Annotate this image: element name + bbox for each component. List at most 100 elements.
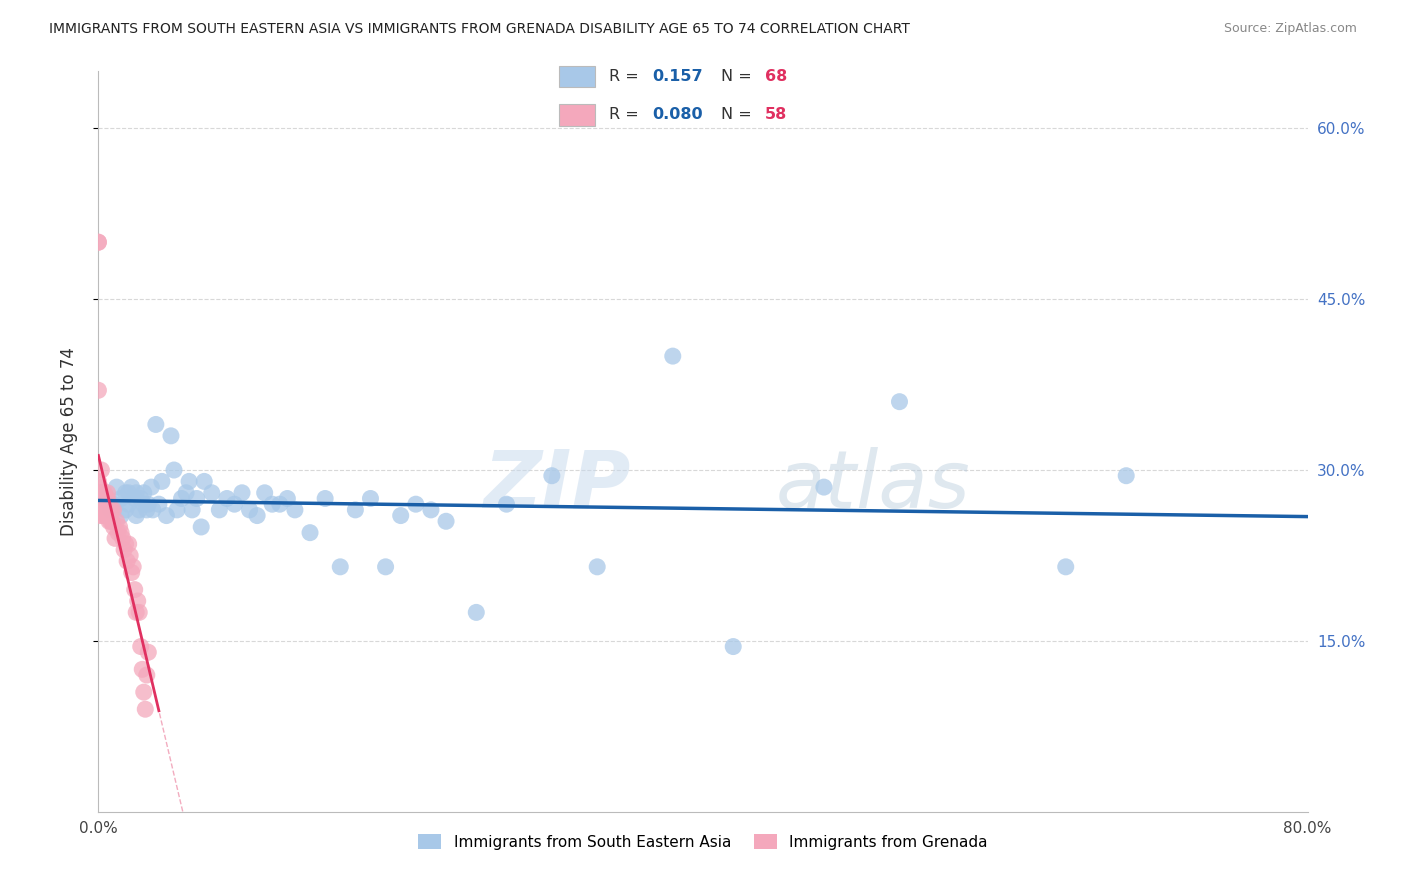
Point xyxy=(132,485,155,500)
Text: IMMIGRANTS FROM SOUTH EASTERN ASIA VS IMMIGRANTS FROM GRENADA DISABILITY AGE 65 : IMMIGRANTS FROM SOUTH EASTERN ASIA VS IM… xyxy=(49,22,910,37)
Legend: Immigrants from South Eastern Asia, Immigrants from Grenada: Immigrants from South Eastern Asia, Immi… xyxy=(412,828,994,856)
Point xyxy=(112,542,135,557)
FancyBboxPatch shape xyxy=(560,66,595,87)
Point xyxy=(118,485,141,500)
Point xyxy=(148,497,170,511)
Point xyxy=(90,503,112,517)
Point xyxy=(93,503,115,517)
Point xyxy=(465,606,488,620)
Point xyxy=(114,503,136,517)
Point xyxy=(100,503,122,517)
Point xyxy=(1115,468,1137,483)
Point xyxy=(136,497,159,511)
Point xyxy=(90,497,112,511)
Point xyxy=(136,645,159,659)
Point xyxy=(1054,559,1077,574)
Point xyxy=(91,485,114,500)
Point xyxy=(179,475,201,489)
Point xyxy=(314,491,336,506)
Point xyxy=(87,235,110,250)
Point xyxy=(129,491,152,506)
Y-axis label: Disability Age 65 to 74: Disability Age 65 to 74 xyxy=(59,347,77,536)
Point xyxy=(142,503,165,517)
Text: 58: 58 xyxy=(765,107,787,122)
Point xyxy=(91,508,114,523)
Text: R =: R = xyxy=(609,107,644,122)
Point xyxy=(160,429,183,443)
Point xyxy=(132,497,155,511)
Point xyxy=(208,503,231,517)
Text: N =: N = xyxy=(721,107,756,122)
Point xyxy=(94,491,117,506)
Point xyxy=(105,514,128,528)
Point xyxy=(253,485,276,500)
Point xyxy=(155,508,177,523)
Point xyxy=(87,475,110,489)
Point xyxy=(114,485,136,500)
Point xyxy=(124,582,146,597)
Point xyxy=(405,497,427,511)
Point xyxy=(93,497,115,511)
Text: 0.080: 0.080 xyxy=(652,107,703,122)
Point xyxy=(96,491,118,506)
Point xyxy=(101,503,124,517)
Point xyxy=(110,525,132,540)
Point xyxy=(103,520,125,534)
Point xyxy=(135,668,157,682)
Point xyxy=(135,503,157,517)
Point xyxy=(163,463,186,477)
Point xyxy=(103,503,125,517)
Text: N =: N = xyxy=(721,70,756,85)
Point xyxy=(128,606,150,620)
Point xyxy=(103,497,125,511)
Point xyxy=(89,480,111,494)
Point xyxy=(420,503,443,517)
Text: atlas: atlas xyxy=(776,447,970,525)
Point xyxy=(100,503,122,517)
Point xyxy=(284,503,307,517)
Point xyxy=(495,497,517,511)
Point xyxy=(90,485,112,500)
Point xyxy=(96,485,118,500)
Point xyxy=(329,559,352,574)
Point xyxy=(132,685,155,699)
Point xyxy=(299,525,322,540)
Point xyxy=(586,559,609,574)
Text: Source: ZipAtlas.com: Source: ZipAtlas.com xyxy=(1223,22,1357,36)
Point xyxy=(91,485,114,500)
Point xyxy=(540,468,562,483)
Point xyxy=(118,497,141,511)
Point xyxy=(114,537,136,551)
Point xyxy=(276,491,298,506)
Point xyxy=(434,514,457,528)
Point xyxy=(93,497,115,511)
Point xyxy=(141,480,163,494)
Point xyxy=(201,485,224,500)
Point xyxy=(231,485,253,500)
Point xyxy=(344,503,367,517)
Point xyxy=(174,485,197,500)
Point xyxy=(96,503,118,517)
Point xyxy=(360,491,382,506)
Point xyxy=(91,497,114,511)
Point xyxy=(94,503,117,517)
Point xyxy=(94,491,117,506)
Point xyxy=(121,566,143,580)
Point xyxy=(111,532,134,546)
Point xyxy=(125,508,148,523)
Point xyxy=(128,503,150,517)
Point xyxy=(107,525,129,540)
Point xyxy=(145,417,167,432)
FancyBboxPatch shape xyxy=(560,104,595,126)
Point xyxy=(269,497,291,511)
Point xyxy=(93,485,115,500)
Point xyxy=(239,503,262,517)
Point xyxy=(110,491,132,506)
Text: R =: R = xyxy=(609,70,644,85)
Point xyxy=(215,491,238,506)
Point xyxy=(101,514,124,528)
Point xyxy=(193,475,215,489)
Point xyxy=(124,491,146,506)
Point xyxy=(661,349,683,363)
Point xyxy=(150,475,173,489)
